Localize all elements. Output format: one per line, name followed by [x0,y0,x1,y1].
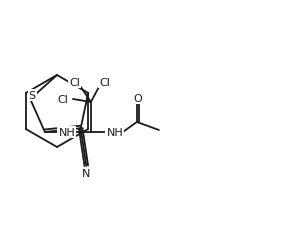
Text: Cl: Cl [58,95,68,104]
Text: Cl: Cl [69,78,80,88]
Text: NH: NH [58,127,75,137]
Text: O: O [134,94,142,104]
Text: Cl: Cl [100,78,110,88]
Text: S: S [29,91,36,101]
Text: N: N [82,168,91,178]
Text: NH: NH [106,127,123,137]
